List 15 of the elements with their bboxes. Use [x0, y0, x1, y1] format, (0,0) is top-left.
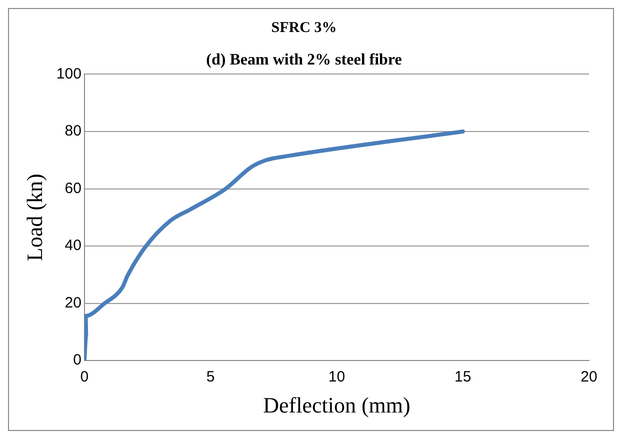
chart-title: SFRC 3%	[271, 20, 337, 36]
x-tick-label: 15	[454, 368, 472, 386]
x-tick-label: 20	[580, 368, 598, 386]
y-tick-label: 40	[64, 237, 82, 254]
y-axis-title: Load (kn)	[22, 174, 47, 262]
y-tick-label: 60	[64, 180, 82, 197]
x-tick-label: 5	[206, 368, 215, 386]
y-tick-label: 0	[73, 352, 82, 369]
text: (d) Beam with 2% steel fibre	[206, 52, 402, 69]
y-tick-label: 80	[64, 122, 82, 140]
y-tick-label: 100	[56, 65, 82, 82]
x-tick-label: 10	[328, 368, 346, 386]
line-series	[84, 129, 465, 361]
x-axis-title: Deflection (mm)	[263, 392, 410, 418]
y-tick-label: 20	[64, 294, 82, 312]
